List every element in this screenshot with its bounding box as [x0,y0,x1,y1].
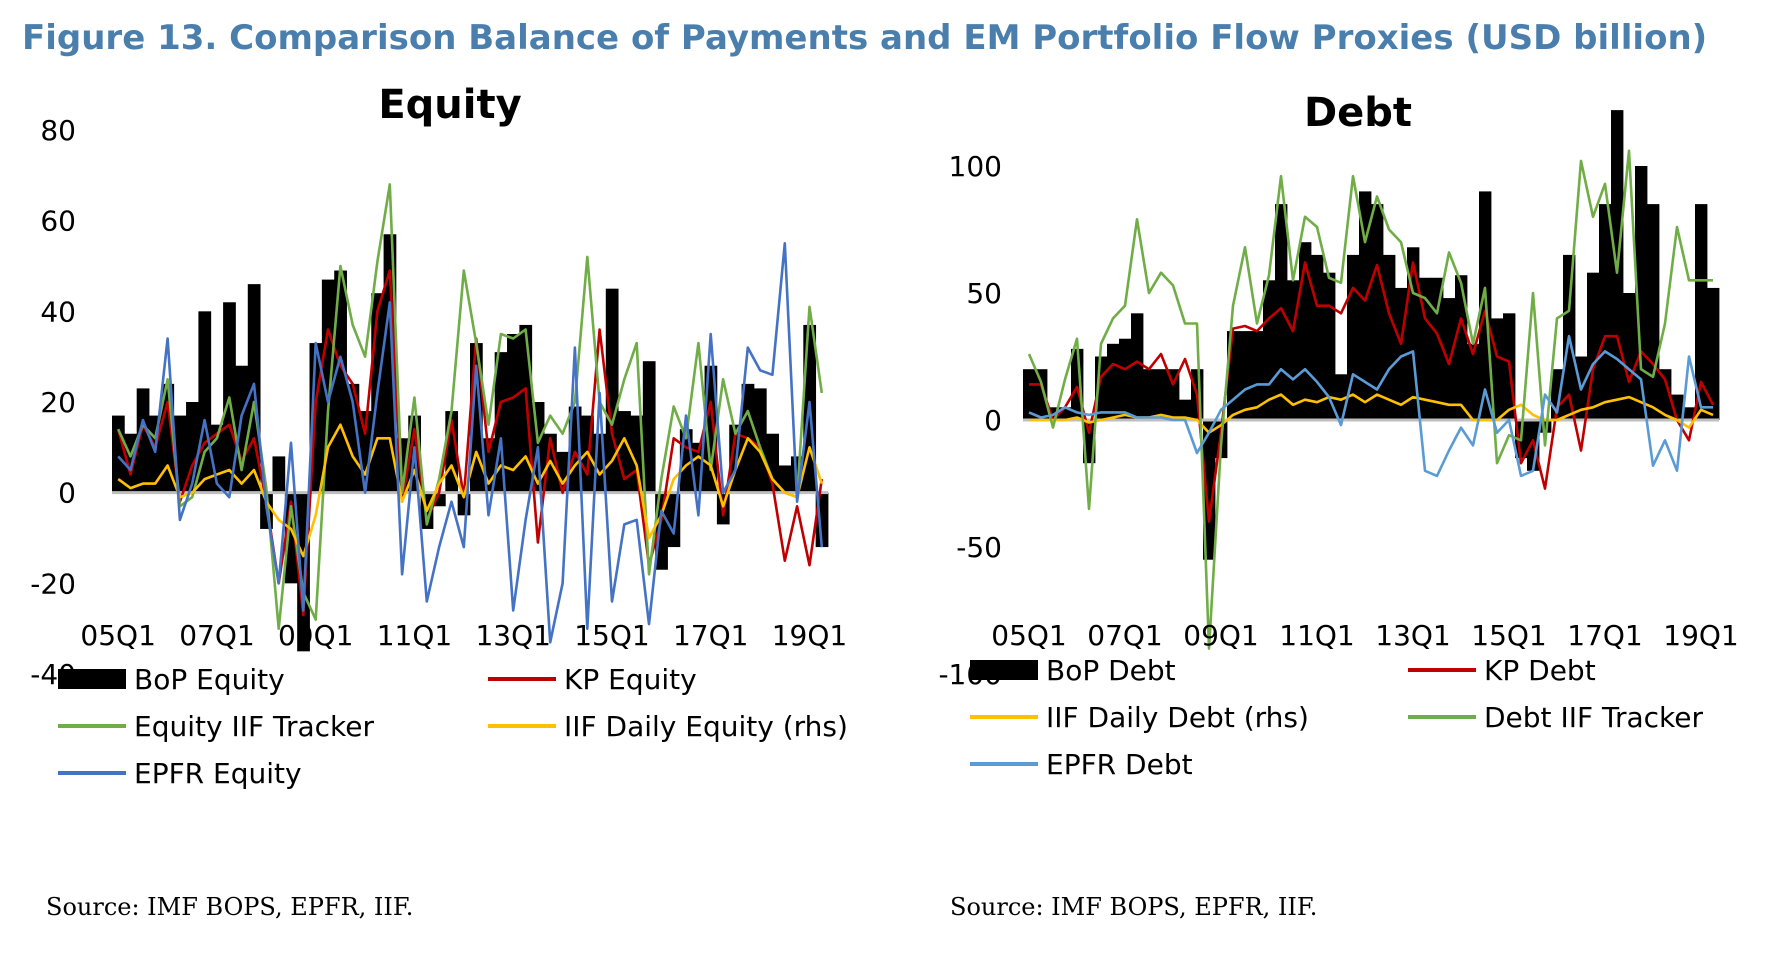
debt-bar [1251,331,1264,420]
equity-legend-label: EPFR Equity [134,757,302,790]
debt-bar [1683,407,1696,420]
equity-ytick-label: 80 [40,114,76,147]
debt-ytick-label: -50 [956,531,1002,564]
debt-ytick-label: 100 [949,150,1002,183]
equity-bar [136,388,150,493]
equity-bar [753,388,767,493]
equity-ytick-label: 60 [40,205,76,238]
equity-bar [704,365,718,493]
debt-bar [1419,277,1432,420]
debt-chart: Debt100500-50-10005Q107Q109Q111Q113Q115Q… [938,90,1738,781]
debt-legend-swatch [970,660,1038,680]
equity-ytick-label: 40 [40,295,76,328]
equity-xtick-label: 11Q1 [377,619,452,652]
debt-xtick-label: 15Q1 [1471,619,1546,652]
debt-legend-label: Debt IIF Tracker [1484,701,1703,734]
debt-bar [1383,254,1396,420]
equity-xtick-label: 17Q1 [673,619,748,652]
equity-legend-label: IIF Daily Equity (rhs) [564,710,848,743]
debt-bar [1155,369,1168,420]
equity-legend-swatch [58,669,126,689]
debt-bar [1167,369,1180,420]
debt-xtick-label: 07Q1 [1087,619,1162,652]
equity-bar [507,334,520,493]
debt-bar [1203,420,1216,560]
debt-bar [1623,293,1636,420]
equity-xtick-label: 09Q1 [278,619,353,652]
equity-bar [642,361,656,493]
debt-bar [1431,277,1444,420]
debt-bar [1035,369,1048,420]
debt-line-epfr-debt [1028,334,1713,478]
debt-xtick-label: 17Q1 [1567,619,1642,652]
equity-bar [618,411,631,493]
debt-line-debt-iif-tracker [1027,149,1713,650]
debt-legend-label: IIF Daily Debt (rhs) [1046,701,1309,734]
debt-bar [1143,369,1156,420]
debt-ytick-label: 50 [966,277,1002,310]
debt-bar [1239,331,1252,420]
debt-legend-label: KP Debt [1484,654,1596,687]
debt-source-note: Source: IMF BOPS, EPFR, IIF. [950,893,1318,921]
debt-xtick-label: 13Q1 [1375,619,1450,652]
debt-bar [1359,191,1372,420]
equity-bar [334,270,347,493]
figure-title: Figure 13. Comparison Balance of Payment… [22,18,1708,58]
debt-bar [1467,343,1480,420]
debt-bar [1659,369,1672,420]
debt-legend-label: BoP Debt [1046,654,1176,687]
debt-bar [1323,272,1336,420]
equity-legend-label: BoP Equity [134,663,285,696]
equity-xtick-label: 07Q1 [179,619,254,652]
debt-ytick-label: 0 [984,404,1002,437]
equity-source-note: Source: IMF BOPS, EPFR, IIF. [46,893,414,921]
debt-legend-label: EPFR Debt [1046,748,1193,781]
equity-ytick-label: 0 [58,477,76,510]
debt-bar [1131,313,1144,420]
equity-bar [778,465,792,493]
equity-xtick-label: 19Q1 [772,619,847,652]
debt-bar [1455,275,1468,420]
debt-bar [1647,204,1660,420]
debt-bar [1275,204,1288,420]
debt-xtick-label: 11Q1 [1279,619,1354,652]
equity-xtick-label: 05Q1 [80,619,155,652]
debt-bar [1299,242,1312,420]
equity-ytick-label: 20 [40,386,76,419]
debt-bar [1311,254,1324,420]
equity-line-epfr-equity [117,242,824,644]
debt-bar [1179,399,1192,420]
equity-legend-label: Equity IIF Tracker [134,710,374,743]
equity-legend-label: KP Equity [564,663,697,696]
equity-ytick-label: -20 [30,567,76,600]
debt-bar [1023,369,1036,420]
equity-title: Equity [378,82,521,128]
debt-title: Debt [1304,90,1412,136]
equity-bar [235,365,249,493]
equity-xtick-label: 15Q1 [574,619,649,652]
equity-bar [272,456,286,493]
equity-bar [346,383,360,493]
debt-bar [1119,338,1132,420]
debt-bar [1695,204,1708,420]
equity-xtick-label: 13Q1 [475,619,550,652]
debt-bar [1107,343,1120,420]
debt-bar [1707,287,1720,420]
debt-bar [1371,204,1384,420]
debt-line-kp-debt [1029,261,1715,523]
debt-xtick-label: 05Q1 [991,619,1066,652]
debt-xtick-label: 09Q1 [1183,619,1258,652]
debt-xtick-label: 19Q1 [1663,619,1738,652]
debt-bar [1599,204,1612,420]
